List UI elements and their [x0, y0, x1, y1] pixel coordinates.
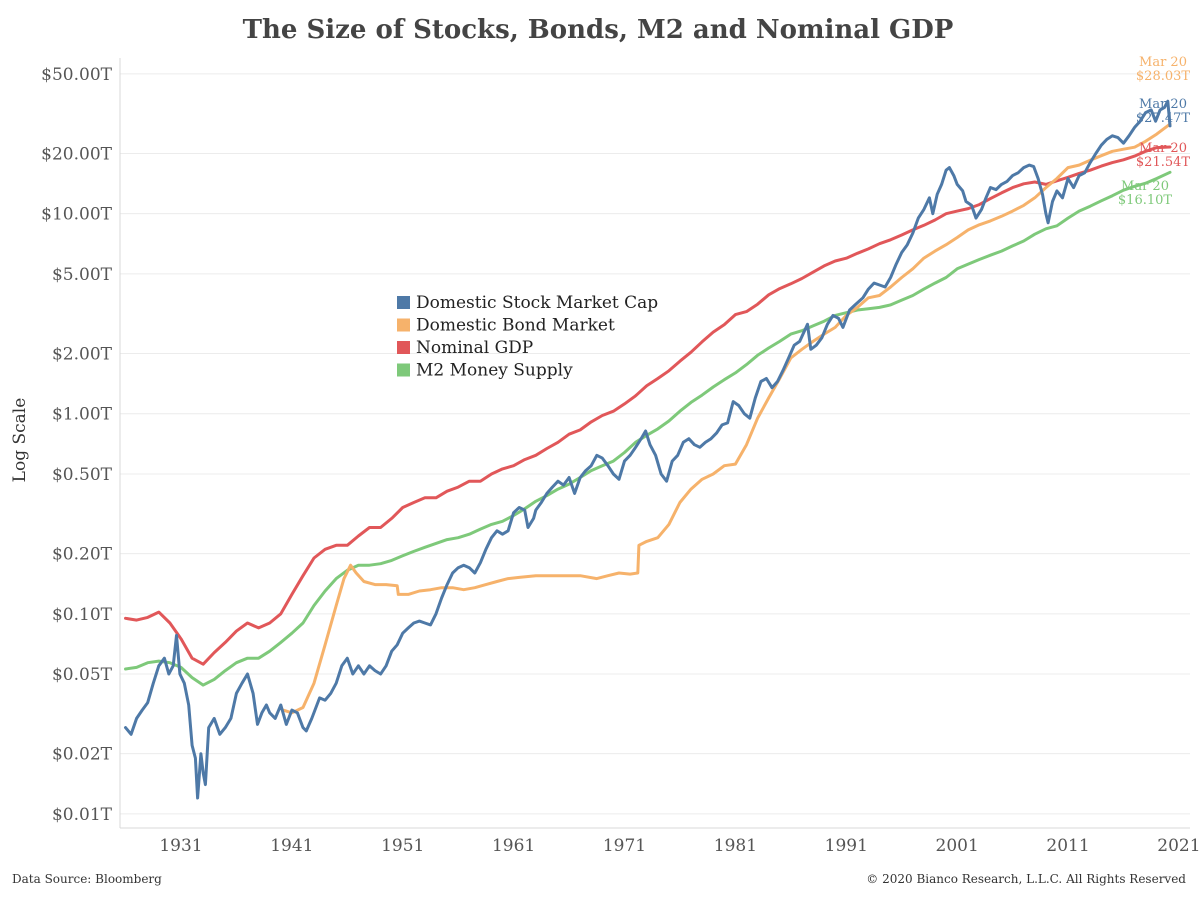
legend-label: Nominal GDP	[416, 338, 533, 358]
end-label: Mar 20	[1139, 141, 1187, 156]
series-lines	[124, 99, 1172, 800]
y-tick-label: $5.00T	[52, 265, 113, 285]
x-tick-label: 1971	[603, 836, 646, 856]
y-tick-label: $0.05T	[52, 665, 113, 685]
y-tick-label: $20.00T	[41, 144, 112, 164]
y-axis-label: Log Scale	[10, 398, 30, 483]
y-tick-label: $0.10T	[52, 605, 113, 625]
legend-swatch	[397, 318, 410, 332]
x-tick-label: 2021	[1157, 836, 1200, 856]
chart-title: The Size of Stocks, Bonds, M2 and Nomina…	[243, 15, 954, 45]
y-tick-label: $50.00T	[41, 65, 112, 85]
x-tick-label: 2001	[936, 836, 979, 856]
legend-label: Domestic Bond Market	[416, 316, 615, 336]
end-label: $21.54T	[1136, 155, 1190, 170]
series-line-nominal-gdp	[124, 145, 1172, 666]
series-line-domestic-bond-market	[281, 122, 1172, 715]
y-axis: $0.01T $0.02T $0.05T $0.10T $0.20T $0.50T $1.0…	[41, 65, 112, 825]
end-label: $16.10T	[1118, 193, 1172, 208]
y-tick-label: $0.01T	[52, 805, 113, 825]
y-tick-label: $0.50T	[52, 465, 113, 485]
end-label: Mar 20	[1121, 179, 1169, 194]
end-label: $28.03T	[1136, 69, 1190, 84]
x-tick-label: 1941	[270, 836, 313, 856]
end-label: Mar 20	[1139, 55, 1187, 70]
series-line-domestic-stock-market-cap	[124, 99, 1172, 800]
legend-swatch	[397, 341, 410, 354]
x-tick-label: 1981	[714, 836, 757, 856]
y-tick-label: $0.02T	[52, 745, 113, 765]
x-tick-label: 1931	[159, 836, 202, 856]
end-label: Mar 20	[1139, 97, 1187, 112]
y-tick-label: $10.00T	[41, 205, 112, 225]
data-source-note: Data Source: Bloomberg	[12, 872, 162, 886]
x-axis: 1931 1941 1951 1961 1971 1981 1991 2001 2011 2021	[159, 836, 1200, 856]
x-tick-label: 1961	[492, 836, 535, 856]
legend: Domestic Stock Market Cap Domestic Bond M…	[397, 293, 658, 381]
y-tick-label: $0.20T	[52, 545, 113, 565]
copyright-note: © 2020 Bianco Research, L.L.C. All Right…	[866, 872, 1186, 886]
legend-label: M2 Money Supply	[416, 361, 573, 381]
y-tick-label: $2.00T	[52, 345, 113, 365]
series-line-m2-money-supply	[124, 170, 1172, 687]
y-tick-label: $1.00T	[52, 405, 113, 425]
legend-swatch	[397, 296, 410, 309]
end-label: $27.47T	[1136, 111, 1190, 126]
legend-swatch	[397, 363, 410, 377]
x-tick-label: 1991	[825, 836, 868, 856]
x-tick-label: 1951	[381, 836, 424, 856]
x-tick-label: 2011	[1046, 836, 1089, 856]
legend-label: Domestic Stock Market Cap	[416, 293, 658, 313]
grid	[120, 73, 1190, 815]
